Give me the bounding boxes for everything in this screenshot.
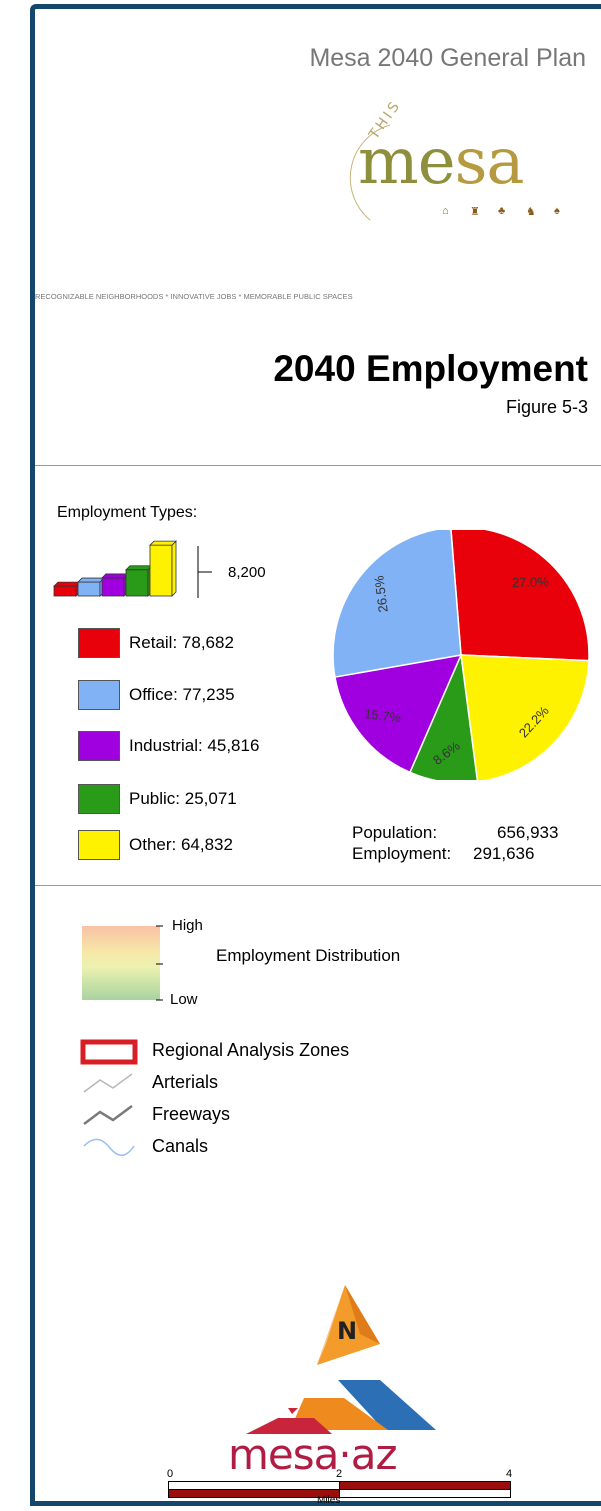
pictogram-icon: ⌂ [442,205,449,217]
pie-label-industrial: 15.7% [363,706,402,725]
employment-pie-chart: 27.0%22.2%8.6%15.7%26.5% [332,530,590,780]
size-bar-top [77,577,105,583]
tagline: RECOGNIZABLE NEIGHBORHOODS * INNOVATIVE … [35,292,353,301]
brand-pictograms: ⌂ ♜ ♣ ♞ ♠ [370,205,600,229]
size-bar [149,544,173,597]
brand-letter: s [454,125,488,199]
employment-types-heading: Employment Types: [57,504,198,521]
size-bar-side [171,540,177,597]
legend-label: Regional Analysis Zones [152,1040,350,1060]
legend-label: Freeways [152,1104,231,1124]
legend-swatch [78,731,120,761]
rectangle-outline-icon [80,1039,138,1065]
pie-slice-retail [450,530,590,662]
legend-label: Public: 25,071 [129,789,237,808]
population-row: Population: 656,933 [352,822,558,843]
pictogram-icon: ♣ [498,205,506,217]
mesa-az-logo-text: mesa·az [228,1430,398,1479]
size-bar [77,581,101,597]
ramp-high-label: High [172,917,203,934]
employment-value: 291,636 [473,844,535,863]
pictogram-icon: ♜ [470,206,480,218]
scale-tick-0: 0 [167,1468,174,1480]
legend-label: Industrial: 45,816 [129,736,260,755]
section-divider [35,885,601,886]
legend-swatch [78,830,120,860]
pictogram-icon: ♞ [526,206,536,218]
map-frame [30,4,601,1506]
legend-swatch [78,784,120,814]
north-arrow-icon: N [317,1285,380,1365]
ramp-ticks [156,925,163,1001]
size-legend-bars [53,540,212,598]
population-employment-stats: Population: 656,933 Employment: 291,636 [352,822,558,864]
size-bar [101,577,125,597]
freeway-line-icon [83,1104,133,1125]
legend-swatch [78,680,120,710]
figure-label: Figure 5-3 [505,397,588,417]
brand-word: mesa [358,130,525,194]
legend-swatch [78,628,120,658]
pie-label-retail: 27.0% [512,574,550,590]
pie-slice-other [460,654,590,780]
brand-letter: m [358,125,419,199]
brand-arc-icon: THIS IS MY [349,100,439,221]
population-value: 656,933 [497,823,559,842]
employment-distribution-title: Employment Distribution [216,946,401,965]
size-bar-top [149,540,177,546]
legend-label: Retail: 78,682 [129,633,234,652]
size-bar-top [125,565,153,571]
size-legend-bracket [197,546,212,598]
brand-letter: a [486,125,524,199]
pictogram-icon: ♠ [554,205,560,217]
brand-letter: e [417,125,456,199]
ramp-low-label: Low [170,991,198,1008]
scale-units: Miles [317,1495,341,1506]
employment-row: Employment: 291,636 [352,843,558,864]
size-bar [125,569,149,597]
size-bar-top [53,581,81,587]
pie-slice-industrial [334,654,463,774]
section-divider [35,465,601,466]
scale-bar [168,1481,511,1498]
pie-label-office: 26.5% [371,574,391,613]
my-mesa-brand-logo: THIS IS MY mesa ⌂ ♜ ♣ ♞ ♠ [330,100,600,240]
canal-line-icon [83,1138,135,1156]
size-bar-top [101,573,129,579]
legend-label: Office: 77,235 [129,685,235,704]
scale-tick-4: 4 [506,1468,513,1480]
employment-distribution-ramp [82,926,160,1000]
employment-label: Employment: [352,844,452,863]
pie-slice-office [332,530,462,678]
map-title: 2040 Employment [273,348,588,389]
legend-label: Other: 64,832 [129,835,233,854]
legend-label: Canals [152,1136,209,1156]
mesa-az-stripes-icon [246,1380,436,1434]
size-bar [53,585,77,597]
population-label: Population: [352,823,438,842]
plan-title: Mesa 2040 General Plan [309,44,586,72]
north-letter: N [337,1317,357,1345]
legend-label: Arterials [152,1072,219,1092]
scale-tick-2: 2 [336,1468,343,1480]
arterial-line-icon [83,1073,133,1093]
size-legend-value: 8,200 [228,564,266,581]
